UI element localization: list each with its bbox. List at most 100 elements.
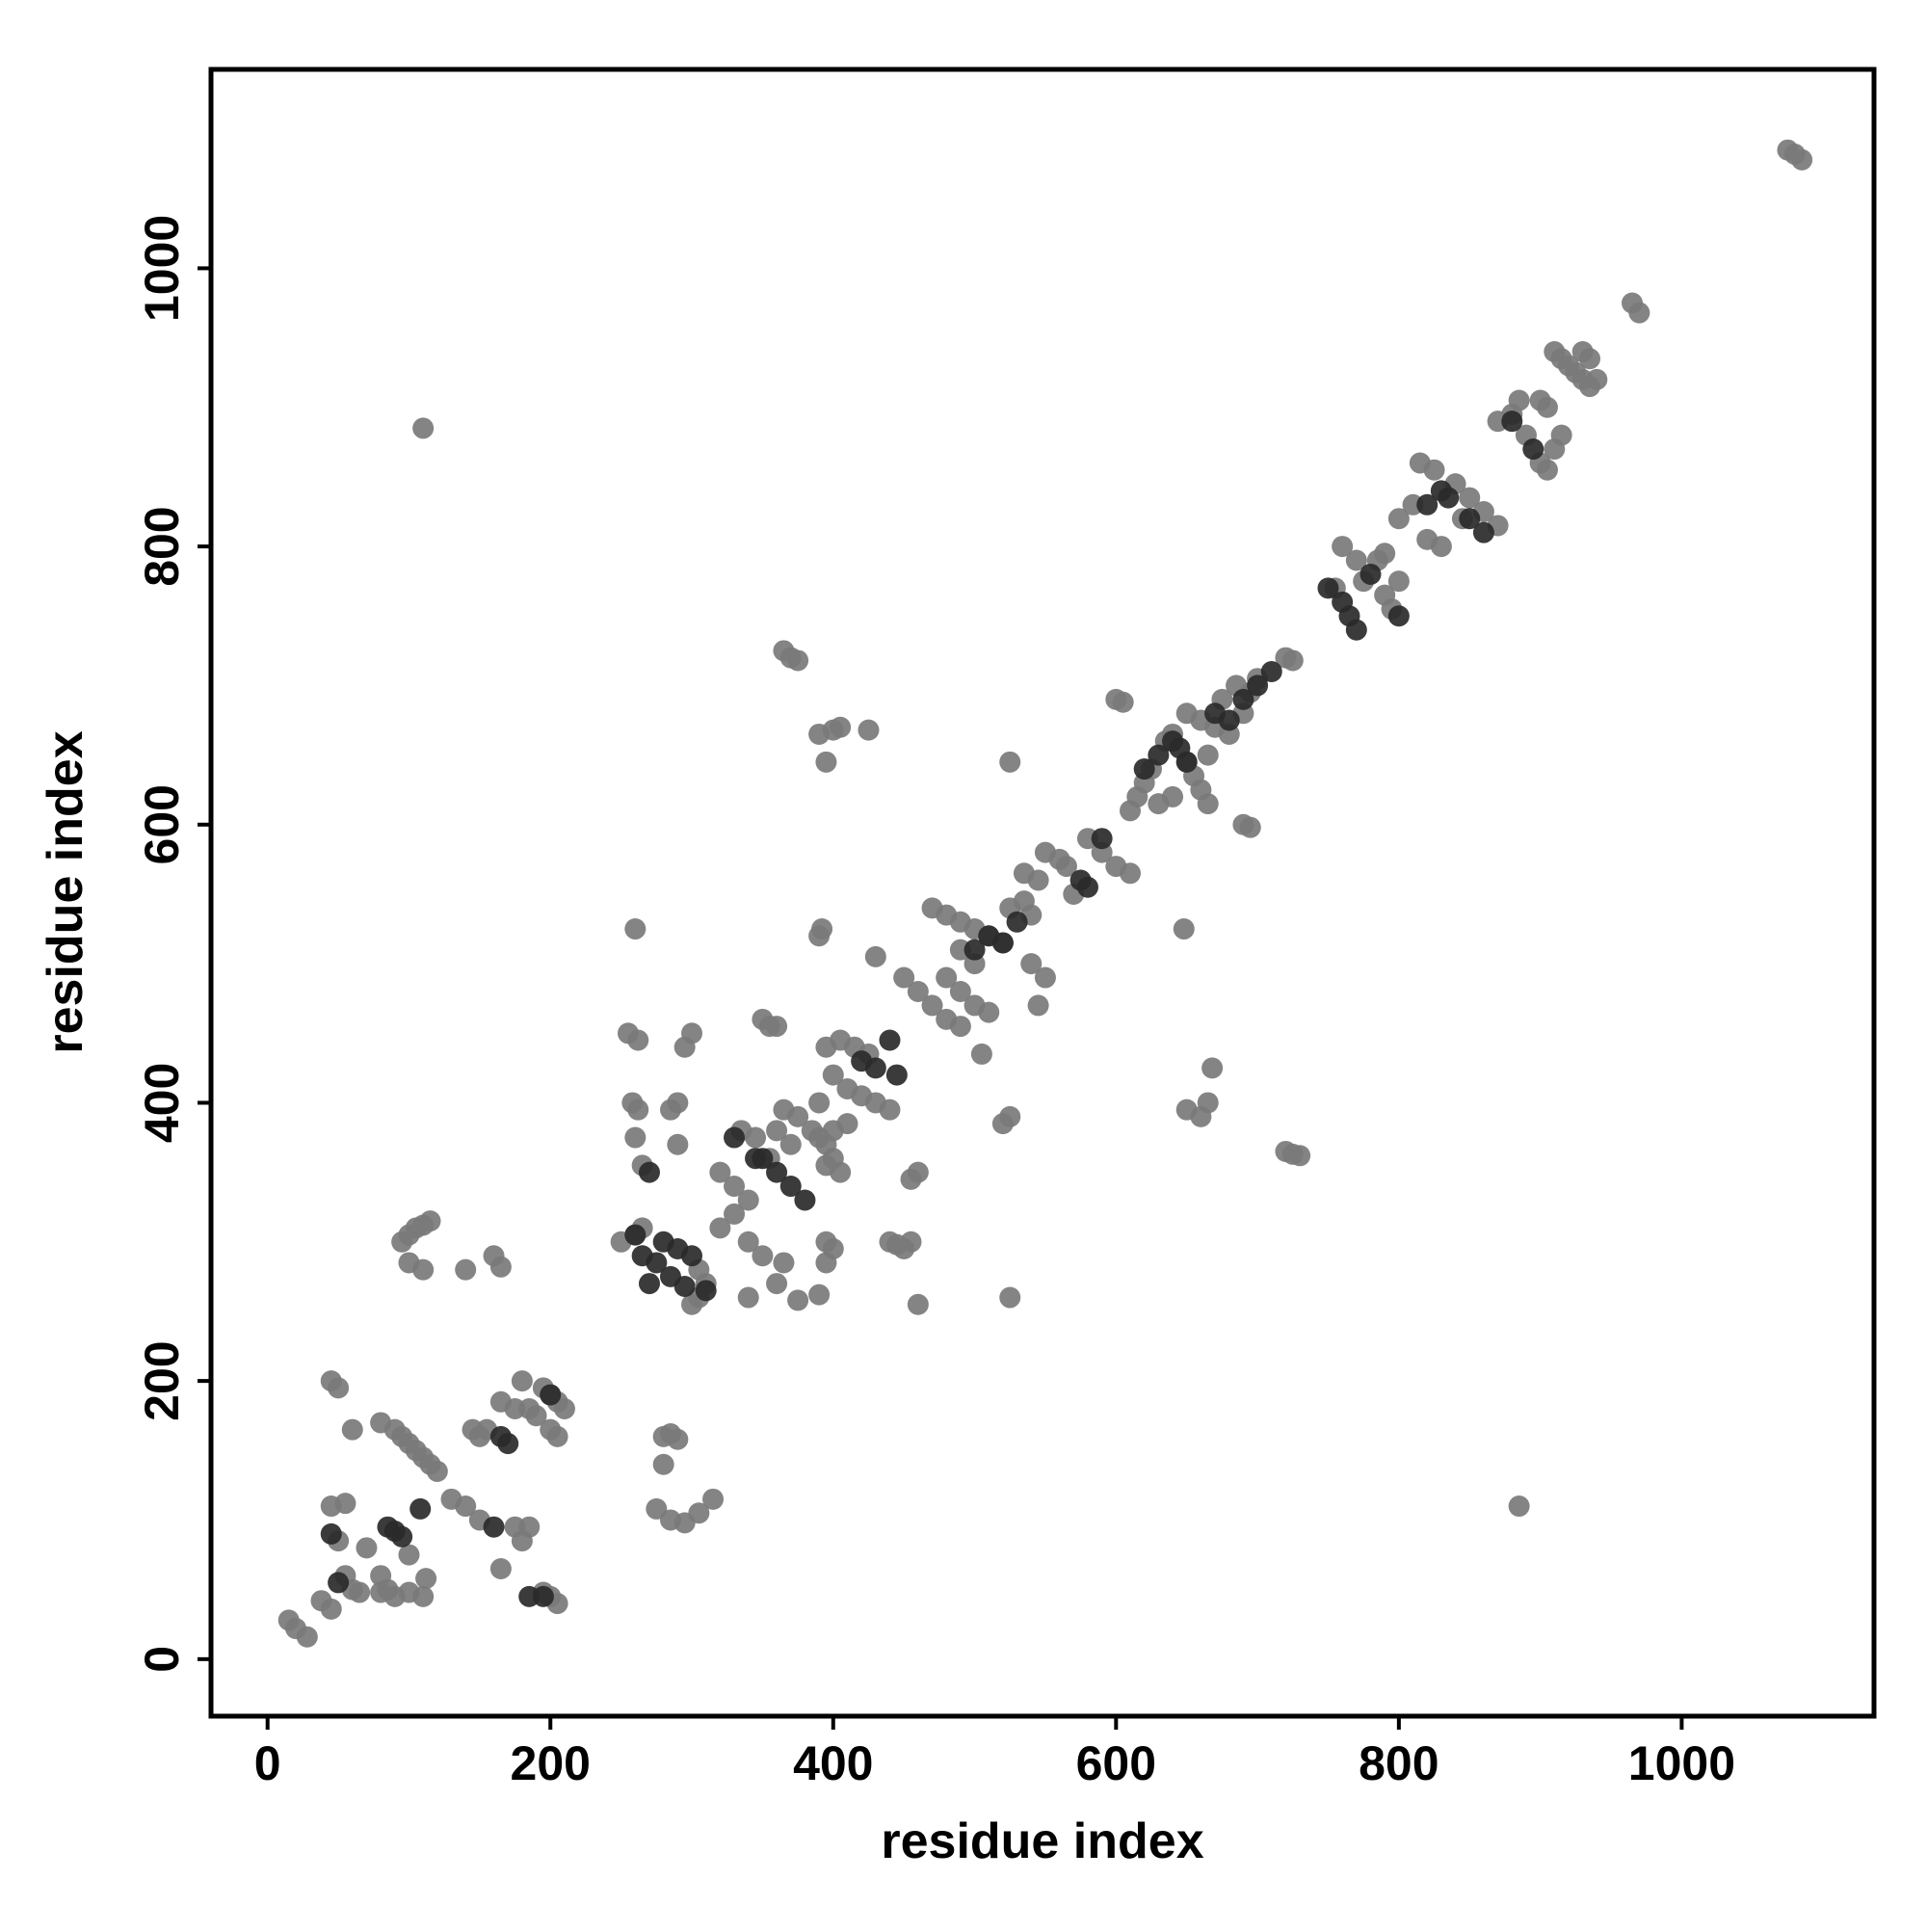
point [419, 1210, 441, 1232]
point [1345, 549, 1367, 571]
x-tick-label: 400 [793, 1736, 873, 1790]
point [737, 1189, 759, 1211]
point [328, 1572, 350, 1594]
point [752, 1245, 774, 1267]
point [787, 1289, 809, 1311]
point [1791, 148, 1813, 171]
y-tick-label: 400 [135, 1063, 189, 1143]
point [624, 1224, 647, 1246]
point [822, 1064, 844, 1086]
point [1359, 563, 1382, 585]
point [415, 1568, 437, 1590]
point [1374, 543, 1396, 565]
point [709, 1217, 731, 1239]
point [737, 1286, 759, 1309]
point [737, 1231, 759, 1253]
point [296, 1626, 318, 1648]
point [794, 1189, 816, 1211]
point [1133, 758, 1155, 781]
point [1239, 816, 1261, 838]
point [624, 1126, 647, 1149]
point [511, 1370, 533, 1392]
point [1197, 744, 1219, 766]
y-tick-label: 0 [135, 1646, 189, 1673]
point [900, 1231, 922, 1253]
point [787, 1105, 809, 1127]
point [1027, 869, 1049, 891]
point [1529, 389, 1551, 411]
point [412, 1258, 435, 1281]
x-tick-label: 200 [511, 1736, 591, 1790]
point [999, 1105, 1021, 1127]
point [412, 1585, 435, 1607]
point [787, 649, 809, 672]
point [1148, 744, 1170, 766]
point [688, 1502, 710, 1524]
point [1289, 1145, 1311, 1167]
point [936, 966, 958, 989]
point [673, 1275, 696, 1297]
point [1586, 368, 1608, 390]
point [412, 417, 435, 439]
point [667, 1428, 689, 1450]
point [949, 1016, 971, 1038]
point [667, 1092, 689, 1114]
y-tick-label: 200 [135, 1340, 189, 1420]
point [1173, 918, 1195, 940]
y-axis-label: residue index [38, 730, 93, 1053]
point [1550, 424, 1572, 446]
point [808, 1126, 831, 1149]
point [709, 1161, 731, 1183]
point [1232, 688, 1254, 710]
point [638, 1161, 660, 1183]
point [455, 1495, 477, 1518]
plot-frame [208, 66, 1877, 1719]
points [277, 139, 1813, 1648]
point [1430, 536, 1452, 558]
point [1387, 605, 1410, 627]
point [1197, 793, 1219, 815]
point [1438, 487, 1460, 509]
point [1260, 660, 1282, 682]
point [1459, 487, 1481, 509]
point [907, 980, 929, 1002]
point [964, 939, 986, 961]
point [724, 1203, 746, 1225]
point [681, 1022, 703, 1045]
point [455, 1258, 477, 1281]
point [1201, 1057, 1224, 1079]
point [1006, 911, 1028, 933]
point [334, 1493, 356, 1515]
point [489, 1256, 512, 1278]
point [1423, 459, 1445, 481]
point [811, 918, 833, 940]
point [1345, 619, 1367, 641]
point [773, 1252, 795, 1274]
point [1332, 536, 1354, 558]
point [518, 1516, 541, 1538]
point [949, 980, 971, 1002]
point [1076, 876, 1098, 898]
point [766, 1016, 788, 1038]
point [320, 1598, 342, 1620]
y-tick-label: 600 [135, 784, 189, 864]
point [356, 1537, 378, 1559]
point [1536, 459, 1558, 481]
point [702, 1488, 725, 1510]
point [1091, 828, 1113, 850]
point [1281, 649, 1304, 672]
point [1034, 966, 1056, 989]
point [745, 1126, 767, 1149]
point [1508, 1495, 1530, 1518]
point [1317, 577, 1339, 599]
point [815, 1252, 837, 1274]
point [864, 1057, 886, 1079]
x-tick-label: 800 [1359, 1736, 1439, 1790]
point [328, 1377, 350, 1399]
x-tick-label: 1000 [1628, 1736, 1735, 1790]
point [1027, 994, 1049, 1017]
point [553, 1398, 575, 1420]
point [1387, 508, 1410, 530]
point [646, 1252, 668, 1274]
